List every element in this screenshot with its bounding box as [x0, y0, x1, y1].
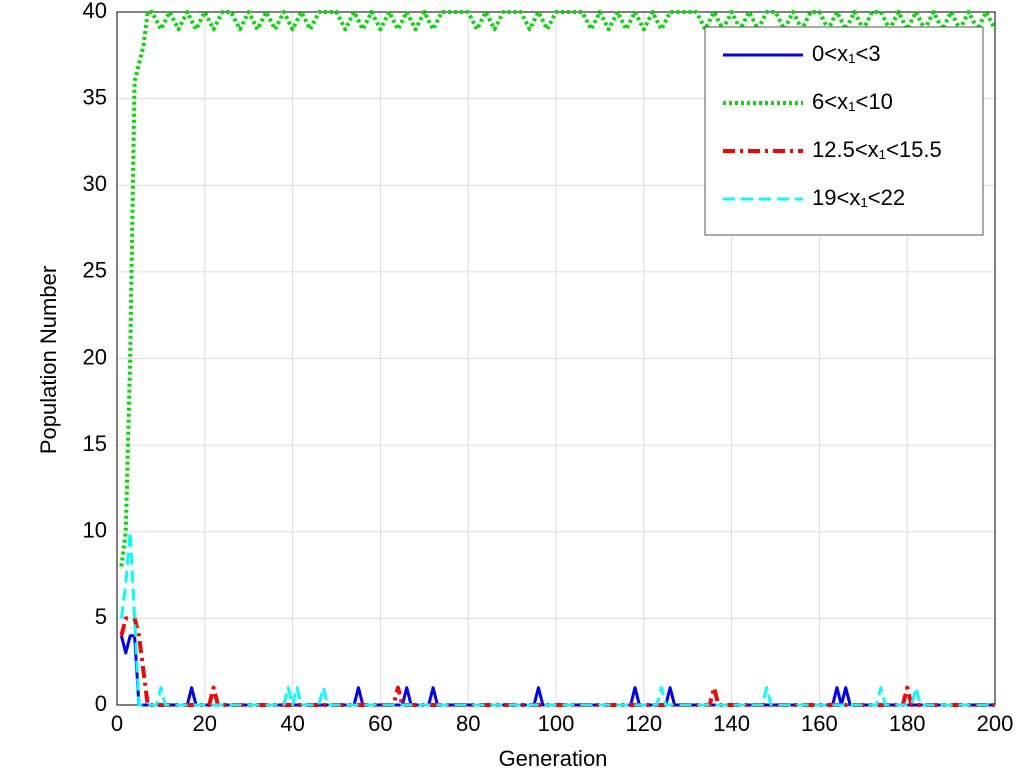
- y-tick-label: 5: [95, 604, 107, 629]
- x-tick-label: 120: [625, 711, 662, 736]
- series-line: [119, 530, 995, 707]
- x-tick-label: 100: [538, 711, 575, 736]
- x-tick-label: 0: [111, 711, 123, 736]
- legend-label: 6<x₁<10: [812, 89, 893, 114]
- legend: 0<x₁<3 6<x₁<10 12.5<x₁<15.5 19<x₁<22: [704, 26, 984, 236]
- y-axis-label: Population Number: [36, 266, 61, 454]
- series-line: [119, 616, 995, 707]
- x-tick-label: 80: [456, 711, 480, 736]
- y-tick-label: 0: [95, 691, 107, 716]
- x-tick-label: 160: [801, 711, 838, 736]
- x-tick-label: 200: [977, 711, 1014, 736]
- x-tick-label: 180: [889, 711, 926, 736]
- x-tick-label: 20: [193, 711, 217, 736]
- y-tick-label: 20: [83, 344, 107, 369]
- legend-label: 19<x₁<22: [812, 185, 905, 210]
- series-line: [119, 634, 995, 707]
- x-tick-label: 140: [713, 711, 750, 736]
- y-tick-label: 30: [83, 171, 107, 196]
- series-line: [119, 10, 997, 567]
- y-tick-label: 35: [83, 84, 107, 109]
- y-tick-label: 10: [83, 518, 107, 543]
- x-tick-label: 60: [368, 711, 392, 736]
- x-tick-label: 40: [280, 711, 304, 736]
- y-tick-label: 15: [83, 431, 107, 456]
- legend-label: 12.5<x₁<15.5: [812, 137, 942, 162]
- y-tick-label: 40: [83, 0, 107, 23]
- y-tick-label: 25: [83, 258, 107, 283]
- legend-label: 0<x₁<3: [812, 41, 881, 66]
- x-axis-label: Generation: [499, 746, 608, 771]
